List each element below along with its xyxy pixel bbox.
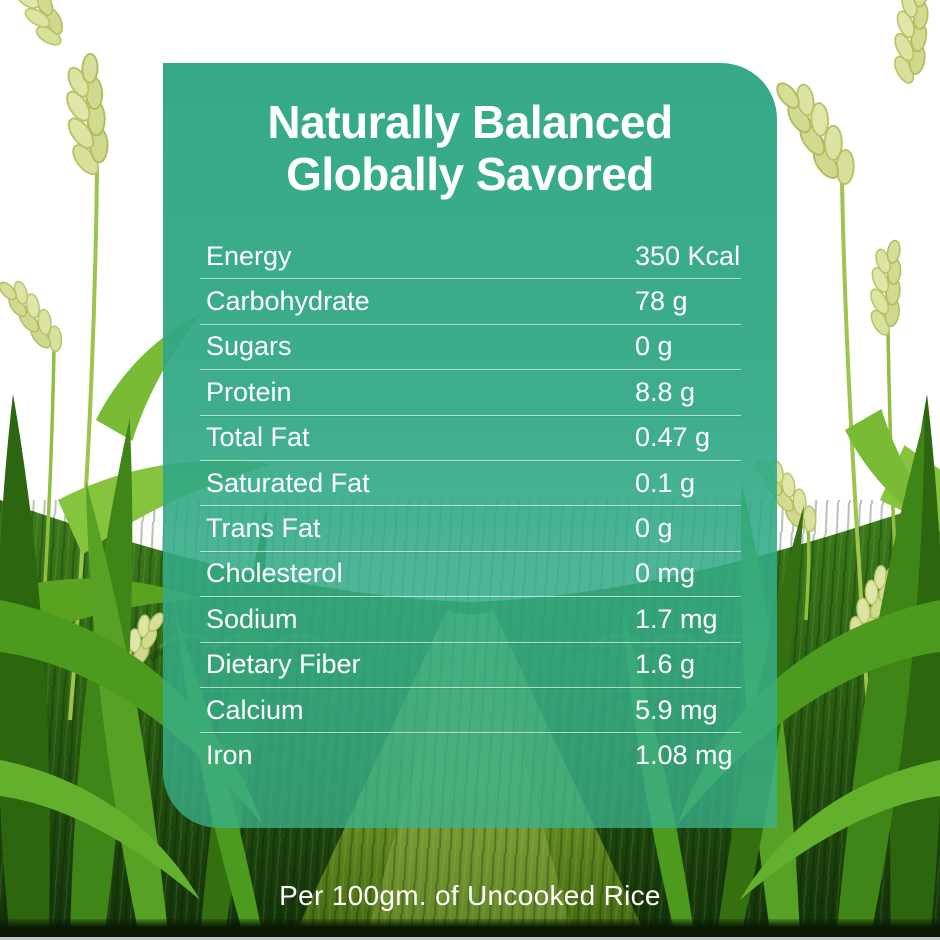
nutrition-row-protein: Protein 8.8 g (200, 370, 741, 416)
nutrient-value: 0.47 g (635, 422, 711, 453)
card-title-line2: Globally Savored (286, 148, 654, 201)
nutrient-label: Energy (206, 240, 292, 271)
nutrition-row-carbohydrate: Carbohydrate 78 g (200, 279, 741, 325)
nutrient-value: 0 g (635, 331, 673, 362)
nutrition-row-sugars: Sugars 0 g (200, 325, 741, 371)
bottom-edge-line (0, 937, 940, 940)
nutrition-row-cholesterol: Cholesterol 0 mg (200, 552, 741, 598)
nutrient-value: 0.1 g (635, 467, 696, 498)
bottom-dark-band (0, 919, 940, 937)
nutrient-value: 350 Kcal (635, 240, 741, 271)
nutrient-label: Protein (206, 376, 292, 407)
nutrient-label: Trans Fat (206, 513, 321, 544)
nutrient-label: Saturated Fat (206, 467, 370, 498)
nutrient-label: Carbohydrate (206, 286, 370, 317)
nutrition-row-total-fat: Total Fat 0.47 g (200, 416, 741, 461)
card-title: Naturally Balanced Globally Savored (163, 63, 777, 201)
nutrition-row-trans-fat: Trans Fat 0 g (200, 506, 741, 552)
card-title-line1: Naturally Balanced (267, 96, 673, 148)
nutrient-value: 0 mg (635, 558, 696, 589)
nutrient-value: 8.8 g (635, 376, 696, 407)
nutrition-table: Energy 350 Kcal Carbohydrate 78 g Sugars… (200, 234, 741, 779)
nutrition-row-energy: Energy 350 Kcal (200, 234, 741, 280)
nutrient-value: 5.9 mg (635, 694, 718, 725)
nutrition-row-saturated-fat: Saturated Fat 0.1 g (200, 461, 741, 507)
nutrition-row-calcium: Calcium 5.9 mg (200, 688, 741, 734)
foreground-grass-right (605, 394, 940, 940)
nutrient-label: Sugars (206, 331, 292, 362)
nutrient-label: Cholesterol (206, 558, 343, 589)
nutrient-value: 1.08 mg (635, 740, 733, 771)
serving-caption: Per 100gm. of Uncooked Rice (279, 880, 661, 911)
nutrient-label: Total Fat (206, 422, 310, 453)
nutrient-label: Dietary Fiber (206, 649, 361, 680)
nutrient-value: 78 g (635, 286, 688, 317)
nutrition-row-dietary-fiber: Dietary Fiber 1.6 g (200, 643, 741, 688)
nutrient-label: Calcium (206, 694, 304, 725)
nutrition-row-sodium: Sodium 1.7 mg (200, 597, 741, 643)
nutrient-value: 1.6 g (635, 649, 696, 680)
nutrient-label: Sodium (206, 603, 298, 634)
foreground-grass-left (0, 394, 290, 940)
nutrient-label: Iron (206, 740, 253, 771)
nutrient-value: 1.7 mg (635, 603, 718, 634)
nutrition-card: Naturally Balanced Globally Savored Ener… (163, 63, 777, 828)
nutrition-row-iron: Iron 1.08 mg (200, 733, 741, 778)
nutrient-value: 0 g (635, 513, 673, 544)
